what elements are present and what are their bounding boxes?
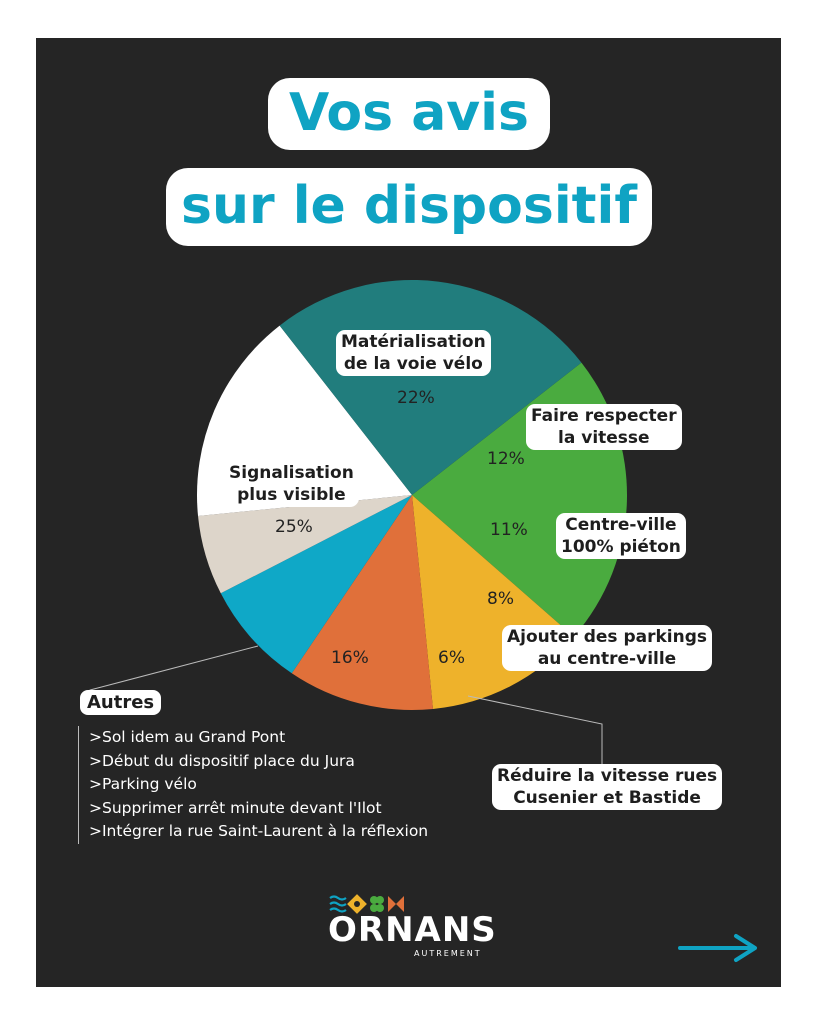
slice-centre-ville: [291, 495, 433, 710]
arrow-right-icon[interactable]: [678, 930, 760, 966]
slice-label-materialisation: Matérialisation de la voie vélo: [336, 330, 491, 376]
title-line-1: Vos avis: [268, 78, 550, 150]
pct-label-autres: 16%: [331, 648, 369, 668]
list-item: >Intégrer la rue Saint-Laurent à la réfl…: [89, 822, 429, 840]
pct-label-materialisation: 22%: [397, 388, 435, 408]
list-item: >Début du dispositif place du Jura: [89, 751, 355, 770]
list-item: >Sol idem au Grand Pont: [89, 728, 286, 746]
slice-label-parkings: Ajouter des parkings au centre-ville: [502, 625, 713, 671]
pct-label-vitesse: 12%: [487, 449, 525, 469]
logo-tagline: AUTREMENT: [414, 949, 482, 958]
leader-line-autres: [89, 645, 259, 696]
logo-pattern-icon: [329, 894, 404, 914]
list-item: >Supprimer arrêt minute devant l'Ilot: [89, 798, 382, 817]
slice-parkings: [220, 495, 412, 674]
slice-reduire-vitesse: [198, 495, 412, 594]
title-line-2: sur le dispositif: [166, 168, 652, 246]
logo-wordmark: ORNANS: [328, 910, 497, 950]
pct-label-signalisation: 25%: [275, 517, 313, 537]
ornans-logo: ORNANS AUTREMENT: [328, 894, 496, 964]
slice-label-vitesse: Faire respecter la vitesse: [526, 404, 682, 450]
pct-label-centre-ville: 11%: [490, 520, 528, 540]
slice-label-centre-ville-pieton: Centre-ville 100% piéton: [556, 513, 686, 559]
autres-list: >Sol idem au Grand Pont >Début du dispos…: [78, 726, 428, 844]
list-item: >Parking vélo: [89, 775, 197, 793]
pct-label-parkings: 8%: [487, 589, 514, 609]
pct-label-reduire-vitesse: 6%: [438, 648, 465, 668]
autres-heading: Autres: [80, 690, 162, 715]
slice-label-signalisation: Signalisation plus visible: [224, 461, 359, 507]
slice-label-reduire-vitesse: Réduire la vitesse rues Cusenier et Basti…: [492, 764, 723, 810]
leader-line-reduire-vitesse: [467, 695, 603, 766]
